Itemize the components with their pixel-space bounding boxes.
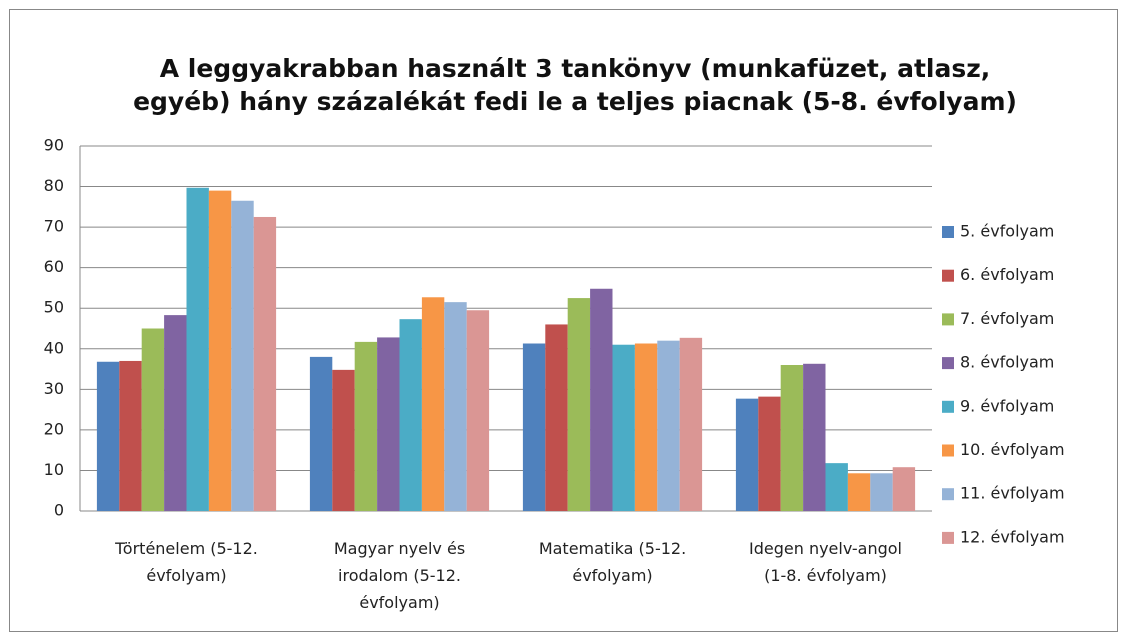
legend-label: 10. évfolyam <box>960 440 1065 459</box>
bar <box>735 398 759 511</box>
y-tick-label: 40 <box>44 338 64 357</box>
y-tick-label: 70 <box>44 217 64 236</box>
y-tick-label: 0 <box>54 501 64 520</box>
legend-label: 6. évfolyam <box>960 265 1054 284</box>
bar <box>141 328 165 511</box>
bar <box>309 356 333 511</box>
bar <box>679 337 703 511</box>
bar <box>332 369 355 511</box>
y-tick-label: 90 <box>44 136 64 155</box>
bar <box>634 343 658 511</box>
legend-swatch <box>942 357 954 370</box>
y-tick-label: 10 <box>44 460 64 479</box>
bar <box>870 473 893 511</box>
legend-label: 5. évfolyam <box>960 222 1054 241</box>
bar <box>119 360 142 511</box>
legend-swatch <box>942 313 954 326</box>
y-tick-label: 20 <box>44 419 64 438</box>
legend-label: 11. évfolyam <box>960 484 1065 503</box>
bar <box>231 200 254 511</box>
bar <box>421 297 445 511</box>
legend-label: 8. évfolyam <box>960 353 1054 372</box>
x-tick-label: Idegen nyelv-angol (1-8. évfolyam) <box>749 539 902 585</box>
y-tick-label: 60 <box>44 257 64 276</box>
legend-label: 7. évfolyam <box>960 309 1054 328</box>
bar <box>96 361 120 511</box>
x-tick-label: Történelem (5-12. évfolyam) <box>114 539 258 585</box>
x-tick-label: Magyar nyelv és irodalom (5-12. évfolyam) <box>334 539 465 612</box>
bar <box>657 340 680 511</box>
bar <box>444 302 467 511</box>
bar <box>545 324 568 511</box>
bar <box>892 467 916 511</box>
legend-swatch <box>942 269 954 282</box>
bar <box>354 341 378 511</box>
bar <box>164 315 187 511</box>
bar <box>567 298 591 511</box>
bar <box>466 310 490 511</box>
legend-swatch <box>942 400 954 413</box>
bar <box>612 344 635 511</box>
y-tick-label: 50 <box>44 298 64 317</box>
chart-title: A leggyakrabban használt 3 tankönyv (mun… <box>133 54 1017 116</box>
y-tick-label: 80 <box>44 176 64 195</box>
bar <box>758 396 781 511</box>
bar <box>377 337 400 511</box>
bar <box>780 365 804 511</box>
legend-swatch <box>942 488 954 501</box>
bar <box>590 288 613 511</box>
bar <box>847 473 871 511</box>
bar <box>399 319 422 511</box>
y-tick-label: 30 <box>44 379 64 398</box>
bar <box>208 190 232 511</box>
x-tick-label: Matematika (5-12. évfolyam) <box>539 539 686 585</box>
bar <box>186 187 209 511</box>
bar <box>253 216 277 511</box>
bar <box>825 463 848 511</box>
bar <box>522 343 546 511</box>
legend-swatch <box>942 444 954 457</box>
legend-swatch <box>942 531 954 544</box>
legend-swatch <box>942 226 954 238</box>
legend-label: 12. évfolyam <box>960 527 1065 546</box>
bar <box>803 363 826 511</box>
legend-label: 9. évfolyam <box>960 396 1054 415</box>
